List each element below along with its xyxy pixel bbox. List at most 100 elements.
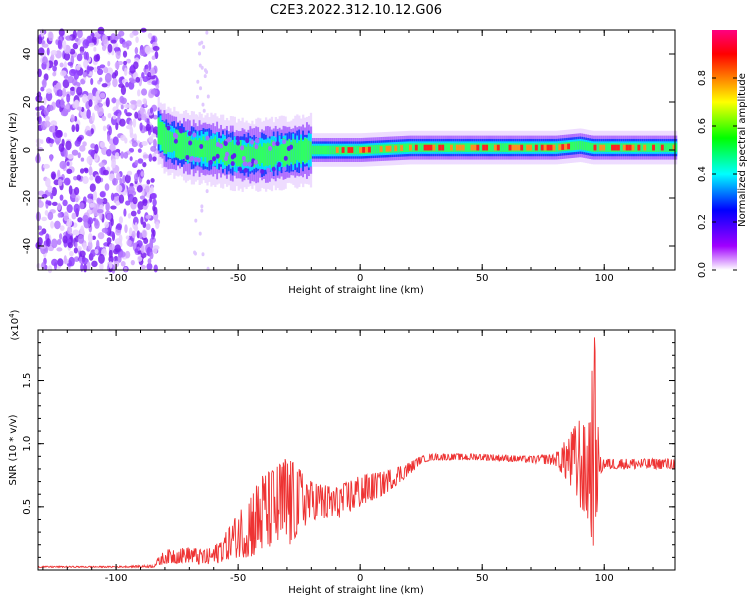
signal-band xyxy=(220,142,223,160)
signal-band xyxy=(188,132,192,163)
noise-blob xyxy=(142,198,148,207)
signal-band xyxy=(171,132,174,153)
signal-speckle xyxy=(215,142,220,148)
noise-blob xyxy=(139,49,146,57)
signal-peak xyxy=(379,146,383,152)
signal-band xyxy=(620,143,623,152)
signal-speckle xyxy=(192,132,197,138)
noise-blob xyxy=(151,227,155,234)
signal-speckle xyxy=(212,156,217,162)
noise-blob xyxy=(41,194,48,199)
noise-blob xyxy=(42,56,48,65)
noise-blob xyxy=(110,205,117,210)
signal-speckle xyxy=(187,131,192,137)
noise-blob xyxy=(46,88,52,94)
signal-band xyxy=(212,138,215,161)
signal-peak xyxy=(616,144,620,151)
noise-blob xyxy=(111,264,116,274)
noise-blob xyxy=(94,218,99,226)
noise-blob xyxy=(52,65,57,72)
noise-blob xyxy=(58,233,63,240)
noise-blob xyxy=(96,197,101,204)
signal-band xyxy=(216,142,219,159)
signal-speckle xyxy=(205,135,210,141)
signal-band xyxy=(204,140,207,158)
noise-blob xyxy=(73,175,78,181)
noise-blob xyxy=(125,200,131,206)
signal-peak xyxy=(602,144,606,151)
signal-band xyxy=(190,139,194,157)
signal-peak xyxy=(526,144,530,151)
signal-speckle xyxy=(232,153,237,159)
x-tick-label: 50 xyxy=(476,273,489,284)
noise-blob xyxy=(152,45,160,52)
noise-blob xyxy=(65,140,72,151)
noise-blob xyxy=(89,202,95,208)
signal-peak xyxy=(362,147,366,153)
signal-speckle xyxy=(245,138,250,144)
noise-blob xyxy=(37,190,45,196)
noise-blob xyxy=(71,212,77,220)
noise-blob xyxy=(43,107,50,116)
noise-blob xyxy=(59,160,67,170)
signal-band xyxy=(317,145,320,155)
noise-blob xyxy=(137,158,144,164)
noise-blob xyxy=(77,217,83,223)
noise-blob xyxy=(87,92,94,102)
noise-blob xyxy=(146,179,151,185)
signal-speckle xyxy=(243,167,248,173)
signal-band xyxy=(282,138,285,168)
noise-blob xyxy=(101,83,108,88)
signal-band xyxy=(270,139,274,169)
signal-speckle xyxy=(282,139,287,145)
noise-blob xyxy=(126,170,133,176)
signal-band xyxy=(667,143,670,152)
signal-band xyxy=(222,141,225,163)
noise-blob xyxy=(129,103,135,110)
signal-band xyxy=(278,145,281,162)
noise-blob xyxy=(87,232,93,243)
noise-blob xyxy=(133,133,137,141)
signal-band xyxy=(491,143,494,152)
signal-band xyxy=(454,143,457,152)
signal-peak xyxy=(367,146,371,153)
signal-band xyxy=(522,143,525,152)
noise-blob xyxy=(155,221,160,230)
noise-blob xyxy=(102,44,107,52)
noise-blob xyxy=(101,146,108,156)
signal-speckle xyxy=(219,143,224,149)
signal-band xyxy=(237,143,240,167)
noise-blob xyxy=(126,42,130,50)
noise-blob xyxy=(113,47,121,52)
noise-blob xyxy=(49,154,53,162)
noise-blob xyxy=(193,251,197,256)
signal-band xyxy=(327,145,330,155)
noise-blob xyxy=(70,114,75,123)
signal-peak xyxy=(461,144,465,151)
noise-blob xyxy=(67,61,73,66)
signal-band xyxy=(309,141,313,159)
noise-blob xyxy=(108,255,114,263)
signal-band xyxy=(507,143,510,152)
noise-blob xyxy=(201,252,205,257)
noise-blob xyxy=(50,171,57,180)
signal-speckle xyxy=(275,141,280,147)
noise-blob xyxy=(130,210,137,217)
noise-blob xyxy=(77,234,85,244)
colorbar-ticks: 0.0 0.2 0.4 0.6 0.8 xyxy=(697,70,737,278)
signal-band xyxy=(300,138,303,165)
x-tick-label: 0 xyxy=(357,273,363,284)
noise-blob xyxy=(56,247,63,252)
spectrogram-x-ticks: -100 -50 0 50 100 xyxy=(42,30,654,284)
noise-blob xyxy=(63,211,69,222)
noise-blob xyxy=(91,112,95,122)
colorbar-tick-label: 0.2 xyxy=(697,214,708,230)
signal-band xyxy=(671,143,674,152)
noise-blob xyxy=(74,241,78,248)
signal-band xyxy=(208,138,211,161)
noise-blob xyxy=(62,235,68,244)
signal-band xyxy=(370,145,373,154)
signal-peak xyxy=(552,144,556,151)
noise-blob xyxy=(151,55,156,61)
noise-blob xyxy=(56,89,63,97)
